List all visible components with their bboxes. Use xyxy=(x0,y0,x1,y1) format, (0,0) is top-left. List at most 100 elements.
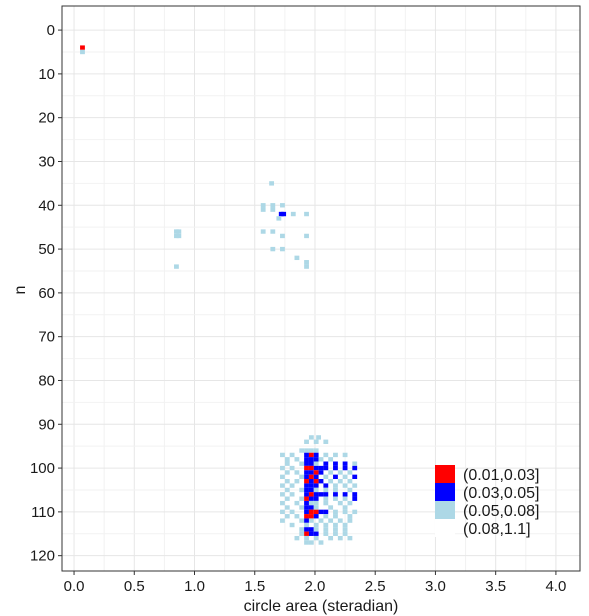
legend-label: (0.08,1.1] xyxy=(463,521,531,538)
heatmap-cell xyxy=(323,514,329,519)
heatmap-cell xyxy=(304,470,309,475)
heatmap-cell xyxy=(260,229,266,234)
heatmap-cell xyxy=(333,465,338,471)
y-tick-label: 50 xyxy=(38,241,55,258)
heatmap-cell xyxy=(323,496,329,501)
heatmap-cell xyxy=(294,500,300,506)
legend-key xyxy=(435,465,455,483)
heatmap-cell xyxy=(308,492,314,497)
heatmap-cell xyxy=(299,448,305,453)
heatmap-cell xyxy=(294,514,300,519)
heatmap-cell xyxy=(299,518,305,523)
heatmap-cell xyxy=(318,479,324,484)
heatmap-cell xyxy=(270,207,276,212)
heatmap-cell xyxy=(308,474,314,480)
heatmap-cell xyxy=(342,527,348,532)
heatmap-cell xyxy=(347,500,353,506)
heatmap-cell xyxy=(333,496,338,501)
heatmap-cell xyxy=(308,514,314,519)
heatmap-cell xyxy=(347,518,353,523)
heatmap-cell xyxy=(299,505,305,510)
heatmap-cell xyxy=(323,439,329,444)
x-tick-label: 0.0 xyxy=(64,578,85,595)
heatmap-cell xyxy=(313,492,319,497)
heatmap-cell xyxy=(308,487,314,493)
heatmap-cell xyxy=(304,492,309,497)
heatmap-cell xyxy=(304,452,309,458)
heatmap-cell xyxy=(323,465,329,471)
heatmap-cell xyxy=(342,531,348,536)
heatmap-cell xyxy=(323,522,329,528)
heatmap-cell xyxy=(299,474,305,480)
heatmap-cell xyxy=(333,483,338,488)
legend-label: (0.03,0.05] xyxy=(463,485,540,502)
heatmap-cell xyxy=(333,509,338,515)
grid-lines xyxy=(62,6,580,571)
heatmap-cell xyxy=(294,457,300,462)
heatmap-cell xyxy=(313,461,319,466)
y-tick-label: 110 xyxy=(31,504,55,521)
heatmap-cell xyxy=(308,483,314,488)
heatmap-cell xyxy=(323,461,329,466)
heatmap-cell xyxy=(280,500,285,506)
heatmap-cell xyxy=(308,461,314,466)
heatmap-cell xyxy=(328,479,334,484)
heatmap-cell xyxy=(289,483,295,488)
y-tick-label: 60 xyxy=(38,285,55,302)
heatmap-cell xyxy=(294,255,300,261)
heatmap-cell xyxy=(333,452,338,458)
heatmap-cell xyxy=(313,509,319,515)
heatmap-cell xyxy=(342,522,348,528)
y-tick-label: 0 xyxy=(47,22,55,39)
heatmap-cell xyxy=(352,509,358,515)
heatmap-cell xyxy=(347,535,353,541)
heatmap-cell xyxy=(342,496,348,501)
heatmap-cell xyxy=(308,479,314,484)
heatmap-cell xyxy=(304,527,309,532)
heatmap-cell xyxy=(308,452,314,458)
heatmap-cell xyxy=(80,45,85,50)
heatmap-cell xyxy=(313,439,319,444)
legend: (0.01,0.03](0.03,0.05](0.05,0.08](0.08,1… xyxy=(435,465,540,538)
heatmap-cell xyxy=(328,518,334,523)
heatmap-cell xyxy=(333,527,338,532)
heatmap-cell xyxy=(304,535,309,541)
heatmap-cell xyxy=(299,531,305,536)
heatmap-cell xyxy=(176,233,182,239)
heatmap-cell xyxy=(323,474,329,480)
heatmap-cell xyxy=(316,435,321,440)
heatmap-cell xyxy=(294,479,300,484)
heatmap-cell xyxy=(281,211,287,217)
y-tick-label: 120 xyxy=(30,548,55,565)
heatmap-cell xyxy=(280,465,285,471)
heatmap-cell xyxy=(304,264,309,269)
heatmap-cell xyxy=(284,479,290,484)
heatmap-cell xyxy=(304,483,309,488)
plot-border xyxy=(61,5,581,572)
heatmap-cell xyxy=(318,470,324,475)
heatmap-cell xyxy=(313,470,319,475)
heatmap-cell xyxy=(313,496,319,501)
heatmap-cell xyxy=(328,535,334,541)
heatmap-cell xyxy=(333,514,338,519)
heatmap-cell xyxy=(352,474,358,480)
heatmap-cell xyxy=(174,264,179,269)
heatmap-cell xyxy=(342,474,348,480)
heatmap-cell xyxy=(313,527,319,532)
heatmap-cell xyxy=(347,514,353,519)
heatmap-cell xyxy=(308,540,314,545)
heatmap-cell xyxy=(289,452,295,458)
heatmap-cell xyxy=(304,514,309,519)
heatmap-cell xyxy=(269,181,275,186)
heatmap-cell xyxy=(333,461,338,466)
y-tick-label: 30 xyxy=(38,153,55,170)
heatmap-cell xyxy=(304,439,309,444)
heatmap-cell xyxy=(313,535,319,541)
legend-key xyxy=(435,483,455,501)
heatmap-cell xyxy=(342,452,348,458)
legend-key xyxy=(435,501,455,519)
heatmap-cell xyxy=(284,487,290,493)
heatmap-cell xyxy=(342,465,348,471)
heatmap-cell xyxy=(308,527,314,532)
heatmap-cell xyxy=(313,465,319,471)
